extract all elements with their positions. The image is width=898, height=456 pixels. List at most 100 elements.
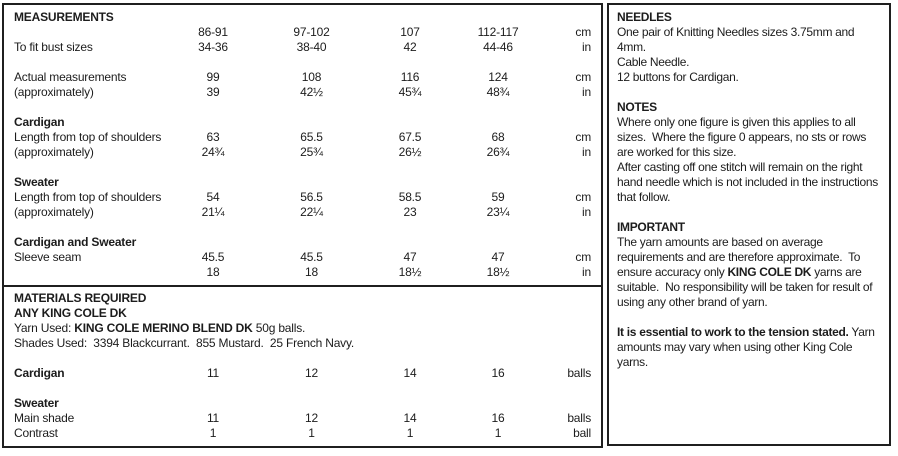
table-row: To fit bust sizes 34-36 38-40 42 44-46 in <box>14 40 591 55</box>
unit-label: in <box>582 85 591 99</box>
table-row: Contrast 1 1 1 1 ball <box>14 426 591 441</box>
measurements-title: MEASUREMENTS <box>14 10 114 24</box>
size-value: 45.5 <box>300 250 323 264</box>
unit-label: balls <box>567 366 591 380</box>
needles-line: One pair of Knitting Needles sizes 3.75m… <box>617 25 858 54</box>
yarn-brand-name: KING COLE MERINO BLEND DK <box>74 321 253 335</box>
row-label: Length from top of shoulders <box>14 130 162 144</box>
size-value: 18½ <box>486 265 510 279</box>
measurements-section: MEASUREMENTS 86-91 97-102 107 112-117 cm To f… <box>4 5 601 287</box>
unit-label <box>541 175 591 190</box>
size-value <box>168 235 258 250</box>
size-value: 14 <box>403 411 417 425</box>
needles-line: Cable Needle. <box>617 55 690 69</box>
important-text: yarns are suitable. No responsibility wi… <box>617 265 876 309</box>
size-value: 54 <box>206 190 220 204</box>
size-value: 59 <box>491 190 505 204</box>
unit-label: balls <box>567 411 591 425</box>
row-spacer <box>14 381 591 396</box>
size-value: 22¼ <box>300 205 323 219</box>
size-value <box>455 396 541 411</box>
size-value <box>365 235 455 250</box>
size-value: 12 <box>305 366 318 380</box>
size-value: 18½ <box>398 265 422 279</box>
unit-label: cm <box>575 70 591 84</box>
size-value <box>365 115 455 130</box>
size-value: 34-36 <box>198 40 228 54</box>
table-row: 18 18 18½ 18½ in <box>14 265 592 280</box>
table-row: (approximately) 21¼ 22¼ 23 23¼ in <box>14 205 591 220</box>
size-value: 58.5 <box>398 190 422 204</box>
size-value <box>455 115 541 130</box>
row-label: (approximately) <box>14 145 94 159</box>
unit-label <box>541 115 591 130</box>
materials-title: MATERIALS REQUIRED <box>14 291 147 305</box>
size-value <box>168 175 258 190</box>
row-label: Sweater <box>14 175 59 189</box>
row-label: (approximately) <box>14 85 94 99</box>
size-value: 56.5 <box>300 190 323 204</box>
size-value: 68 <box>491 130 505 144</box>
size-value: 48¾ <box>486 85 510 99</box>
yarn-used-suffix: 50g balls. <box>252 321 306 335</box>
size-value: 112-117 <box>477 25 519 39</box>
size-value <box>168 115 258 130</box>
size-value: 23 <box>403 205 417 219</box>
needles-line: 12 buttons for Cardigan. <box>617 70 739 84</box>
row-label: Sleeve seam <box>14 250 82 264</box>
row-label: Contrast <box>14 426 58 440</box>
size-value: 11 <box>206 366 220 380</box>
size-value: 18 <box>206 265 220 279</box>
size-value <box>455 235 541 250</box>
size-value: 18 <box>305 265 318 279</box>
section-gap <box>617 85 882 100</box>
size-value <box>258 175 365 190</box>
size-value: 38-40 <box>296 40 327 54</box>
size-value: 107 <box>400 25 420 39</box>
row-spacer <box>14 351 591 366</box>
unit-label: cm <box>575 250 591 264</box>
size-value: 116 <box>400 70 420 84</box>
unit-label: in <box>582 205 591 219</box>
size-value: 47 <box>403 250 417 264</box>
size-value <box>258 235 365 250</box>
table-row: Actual measurements 99 108 116 124 cm <box>14 70 591 85</box>
row-label: Main shade <box>14 411 75 425</box>
unit-label: cm <box>575 25 591 39</box>
section-gap <box>617 205 882 220</box>
row-label <box>14 265 168 280</box>
section-gap <box>617 310 882 325</box>
size-value: 86-91 <box>198 25 228 39</box>
table-row: (approximately) 39 42½ 45¾ 48¾ in <box>14 85 591 100</box>
row-label: (approximately) <box>14 205 94 219</box>
size-value: 108 <box>301 70 322 84</box>
unit-label <box>541 396 591 411</box>
size-value: 42½ <box>300 85 323 99</box>
materials-section: MATERIALS REQUIRED ANY KING COLE DK Yarn… <box>4 287 601 441</box>
yarn-brand-name: KING COLE DK <box>727 265 812 279</box>
table-row: Length from top of shoulders 63 65.5 67.5 68… <box>14 130 591 145</box>
size-value: 12 <box>305 411 318 425</box>
table-row: Cardigan 11 12 14 16 balls <box>14 366 591 381</box>
size-value: 42 <box>403 40 417 54</box>
size-value: 1 <box>209 426 217 440</box>
size-value: 45.5 <box>201 250 225 264</box>
size-value: 21¼ <box>201 205 225 219</box>
table-row: Sweater <box>14 396 591 411</box>
notes-paragraph: After casting off one stitch will remain… <box>617 160 881 204</box>
size-value <box>455 175 541 190</box>
table-row: Sweater <box>14 175 591 190</box>
row-spacer <box>14 220 591 235</box>
size-value: 45¾ <box>398 85 422 99</box>
table-row: Cardigan and Sweater <box>14 235 591 250</box>
size-value: 26½ <box>398 145 422 159</box>
size-value: 1 <box>406 426 414 440</box>
row-label: Actual measurements <box>14 70 127 84</box>
row-label: To fit bust sizes <box>14 40 93 54</box>
row-label: Sweater <box>14 396 59 410</box>
size-value: 16 <box>491 366 505 380</box>
unit-label: ball <box>573 426 591 440</box>
unit-label <box>541 235 591 250</box>
size-value <box>365 175 455 190</box>
size-value: 24¾ <box>201 145 225 159</box>
